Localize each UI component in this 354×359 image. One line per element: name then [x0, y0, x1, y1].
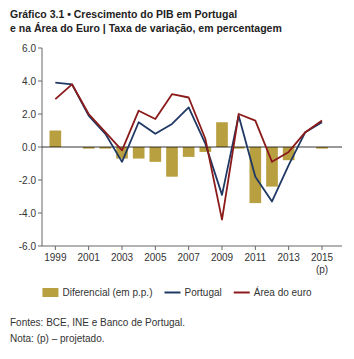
- bar: [216, 122, 228, 147]
- x-tick: [55, 246, 56, 250]
- bar: [183, 147, 195, 157]
- chart: Gráfico 3.1 • Crescimento do PIB em Port…: [0, 0, 354, 359]
- y-tick: [38, 147, 42, 148]
- y-tick: [38, 81, 42, 82]
- y-tick-label: 0.0: [22, 142, 36, 153]
- legend-label: Portugal: [184, 287, 221, 298]
- line: [55, 84, 322, 219]
- bar: [166, 147, 178, 177]
- x-tick-label: 2001: [78, 252, 101, 263]
- x-tick: [155, 246, 156, 250]
- line: [55, 83, 322, 202]
- x-tick: [288, 246, 289, 250]
- y-tick-label: 2.0: [22, 109, 36, 120]
- annotation: (p): [316, 264, 328, 275]
- x-tick-label: 2015: [311, 252, 334, 263]
- bar-series: [50, 122, 328, 203]
- y-tick: [38, 213, 42, 214]
- x-tick: [122, 246, 123, 250]
- y-tick-label: -6.0: [19, 241, 37, 252]
- y-tick-label: -2.0: [19, 175, 37, 186]
- y-tick-label: -4.0: [19, 208, 37, 219]
- x-tick: [322, 246, 323, 250]
- x-tick-label: 2013: [278, 252, 301, 263]
- legend-label: Área do euro: [254, 286, 312, 298]
- y-tick-label: 4.0: [22, 76, 36, 87]
- bar: [50, 131, 62, 148]
- x-tick: [255, 246, 256, 250]
- subtitle: e na Área do Euro | Taxa de variação, em…: [10, 22, 282, 34]
- x-tick: [222, 246, 223, 250]
- x-tick-label: 2007: [178, 252, 201, 263]
- y-tick: [38, 246, 42, 247]
- x-tick-label: 2003: [111, 252, 134, 263]
- x-tick: [88, 246, 89, 250]
- legend-swatch: [234, 292, 250, 294]
- legend-item: Portugal: [164, 287, 221, 298]
- legend: Diferencial (em p.p.) Portugal Área do eur…: [42, 286, 312, 298]
- x-tick-label: 2011: [245, 252, 267, 263]
- x-axis-line: [42, 246, 342, 247]
- legend-label: Diferencial (em p.p.): [62, 287, 152, 298]
- x-tick-label: 1999: [44, 252, 67, 263]
- y-tick: [38, 48, 42, 49]
- y-tick: [38, 114, 42, 115]
- y-tick-label: 6.0: [22, 43, 36, 54]
- bar: [133, 147, 145, 159]
- x-tick-label: 2005: [144, 252, 167, 263]
- bar: [150, 147, 162, 162]
- marks: [42, 83, 342, 220]
- axes: -6.0 -4.0 -2.0 0.0 2.0 4.0 6.0 1999 2001 2003 2005…: [19, 43, 342, 264]
- footnote: Nota: (p) – projetado.: [10, 333, 105, 344]
- x-tick: [188, 246, 189, 250]
- legend-swatch: [164, 292, 180, 294]
- bar: [200, 147, 212, 152]
- title: Gráfico 3.1 • Crescimento do PIB em Port…: [10, 8, 237, 20]
- legend-item: Diferencial (em p.p.): [42, 287, 152, 298]
- legend-swatch: [42, 288, 58, 297]
- footnote: Fontes: BCE, INE e Banco de Portugal.: [10, 317, 185, 328]
- y-tick: [38, 180, 42, 181]
- legend-item: Área do euro: [234, 286, 312, 298]
- x-tick-label: 2009: [211, 252, 234, 263]
